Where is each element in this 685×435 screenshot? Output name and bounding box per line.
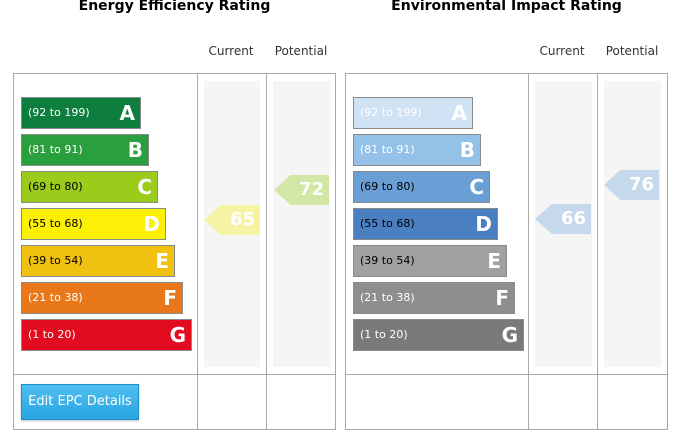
environmental-impact-panel: (92 to 199) A (81 to 91) B (69 to 80) C (55 to… bbox=[345, 73, 668, 430]
band-letter: G bbox=[169, 323, 186, 347]
band-range-label: (39 to 54) bbox=[28, 254, 83, 267]
band-letter: F bbox=[163, 286, 177, 310]
column-divider bbox=[528, 74, 529, 429]
rating-band-b: (81 to 91) B bbox=[353, 134, 481, 166]
edit-epc-details-button[interactable]: Edit EPC Details bbox=[21, 384, 139, 420]
rating-band-a: (92 to 199) A bbox=[353, 97, 473, 129]
band-letter: A bbox=[119, 101, 135, 125]
column-divider bbox=[197, 74, 198, 429]
band-range-label: (21 to 38) bbox=[28, 291, 83, 304]
current-rating-value: 66 bbox=[560, 208, 586, 229]
band-letter: B bbox=[127, 138, 143, 162]
band-letter: D bbox=[475, 212, 492, 236]
band-letter: B bbox=[459, 138, 475, 162]
band-range-label: (39 to 54) bbox=[360, 254, 415, 267]
band-letter: F bbox=[495, 286, 509, 310]
band-letter: G bbox=[501, 323, 518, 347]
rating-band-f: (21 to 38) F bbox=[21, 282, 183, 314]
energy-efficiency-title: Energy Efficiency Rating bbox=[78, 0, 271, 14]
rating-band-d: (55 to 68) D bbox=[353, 208, 498, 240]
column-divider bbox=[597, 74, 598, 429]
band-range-label: (81 to 91) bbox=[28, 143, 83, 156]
environmental-impact-title: Environmental Impact Rating bbox=[391, 0, 622, 14]
band-letter: A bbox=[451, 101, 467, 125]
rating-band-g: (1 to 20) G bbox=[353, 319, 524, 351]
band-range-label: (69 to 80) bbox=[28, 180, 83, 193]
band-letter: D bbox=[143, 212, 160, 236]
rating-band-a: (92 to 199) A bbox=[21, 97, 141, 129]
row-divider bbox=[346, 374, 667, 375]
band-letter: C bbox=[137, 175, 152, 199]
band-range-label: (92 to 199) bbox=[360, 106, 422, 119]
rating-band-c: (69 to 80) C bbox=[21, 171, 158, 203]
environmental-potential-header: Potential bbox=[605, 44, 659, 58]
potential-column bbox=[604, 81, 661, 367]
band-range-label: (21 to 38) bbox=[360, 291, 415, 304]
rating-band-c: (69 to 80) C bbox=[353, 171, 490, 203]
energy-current-header: Current bbox=[208, 44, 254, 58]
row-divider bbox=[14, 374, 335, 375]
band-range-label: (81 to 91) bbox=[360, 143, 415, 156]
energy-potential-header: Potential bbox=[274, 44, 328, 58]
rating-band-e: (39 to 54) E bbox=[353, 245, 507, 277]
band-range-label: (69 to 80) bbox=[360, 180, 415, 193]
column-divider bbox=[266, 74, 267, 429]
band-letter: C bbox=[469, 175, 484, 199]
environmental-current-header: Current bbox=[539, 44, 585, 58]
band-letter: E bbox=[155, 249, 169, 273]
rating-band-g: (1 to 20) G bbox=[21, 319, 192, 351]
band-range-label: (55 to 68) bbox=[360, 217, 415, 230]
potential-rating-value: 76 bbox=[628, 174, 654, 195]
band-range-label: (1 to 20) bbox=[28, 328, 76, 341]
rating-band-b: (81 to 91) B bbox=[21, 134, 149, 166]
rating-band-f: (21 to 38) F bbox=[353, 282, 515, 314]
rating-band-e: (39 to 54) E bbox=[21, 245, 175, 277]
band-range-label: (1 to 20) bbox=[360, 328, 408, 341]
potential-rating-value: 72 bbox=[298, 179, 324, 200]
band-range-label: (92 to 199) bbox=[28, 106, 90, 119]
band-range-label: (55 to 68) bbox=[28, 217, 83, 230]
energy-efficiency-panel: Edit EPC Details (92 to 199) A (81 to 91) B… bbox=[13, 73, 336, 430]
rating-band-d: (55 to 68) D bbox=[21, 208, 166, 240]
potential-column bbox=[273, 81, 330, 367]
current-rating-value: 65 bbox=[229, 209, 255, 230]
band-letter: E bbox=[487, 249, 501, 273]
